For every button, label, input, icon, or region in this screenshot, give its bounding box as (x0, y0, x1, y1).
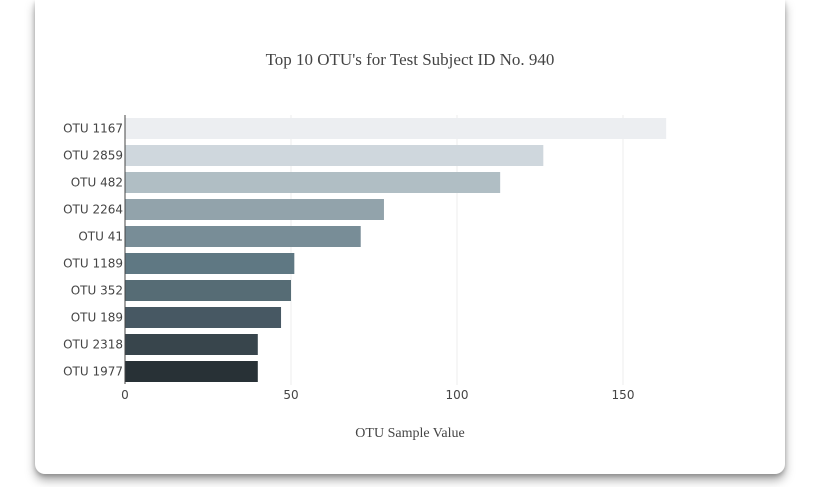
bar-otu-41[interactable] (125, 226, 361, 247)
bar-otu-1167[interactable] (125, 118, 667, 139)
y-tick-labels: OTU 1167 OTU 2859 OTU 482 OTU 2264 OTU 41 OTU… (63, 122, 123, 379)
x-tick-label: 50 (283, 388, 298, 402)
y-tick-label: OTU 189 (71, 311, 123, 325)
bar-otu-189[interactable] (125, 307, 282, 328)
y-tick-label: OTU 1977 (63, 365, 123, 379)
y-tick-label: OTU 2264 (63, 203, 123, 217)
x-axis-label: OTU Sample Value (355, 426, 464, 441)
chart-title: Top 10 OTU's for Test Subject ID No. 940 (266, 50, 555, 69)
x-tick-label: 100 (446, 388, 469, 402)
bar-otu-1977[interactable] (125, 361, 258, 382)
x-tick-label: 150 (612, 388, 635, 402)
x-tick-labels: 0 50 100 150 (121, 388, 634, 402)
bar-otu-2318[interactable] (125, 334, 258, 355)
y-tick-label: OTU 482 (71, 176, 123, 190)
bar-otu-2859[interactable] (125, 145, 544, 166)
y-tick-label: OTU 41 (78, 230, 123, 244)
y-tick-label: OTU 352 (71, 284, 123, 298)
bar-otu-2264[interactable] (125, 199, 384, 220)
bar-otu-482[interactable] (125, 172, 501, 193)
y-tick-label: OTU 2318 (63, 338, 123, 352)
y-tick-label: OTU 1189 (63, 257, 123, 271)
bar-otu-1189[interactable] (125, 253, 295, 274)
y-tick-label: OTU 1167 (63, 122, 123, 136)
bar-otu-352[interactable] (125, 280, 291, 301)
y-tick-label: OTU 2859 (63, 149, 123, 163)
x-tick-label: 0 (121, 388, 129, 402)
bars (125, 118, 667, 382)
